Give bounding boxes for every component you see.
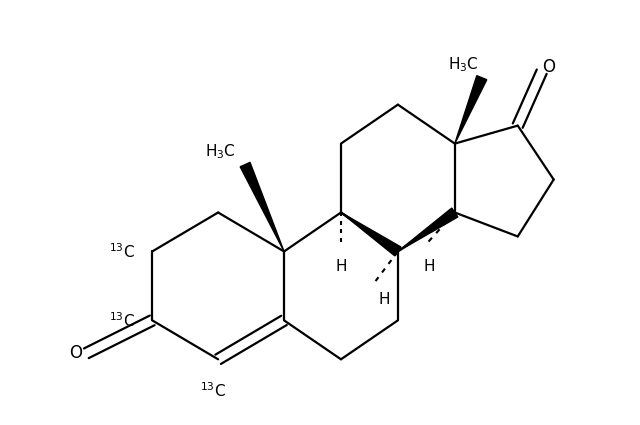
Polygon shape [240, 162, 284, 252]
Polygon shape [455, 76, 487, 144]
Text: $^{13}$C: $^{13}$C [109, 242, 135, 261]
Text: H$_3$C: H$_3$C [205, 142, 236, 161]
Text: $^{13}$C: $^{13}$C [200, 381, 227, 400]
Polygon shape [341, 212, 401, 256]
Text: O: O [69, 344, 82, 363]
Text: $^{13}$C: $^{13}$C [109, 311, 135, 330]
Text: H: H [379, 292, 390, 307]
Polygon shape [398, 208, 458, 252]
Text: H$_3$C: H$_3$C [449, 55, 479, 74]
Text: H: H [335, 259, 347, 274]
Text: H: H [424, 259, 435, 274]
Text: O: O [542, 58, 556, 76]
